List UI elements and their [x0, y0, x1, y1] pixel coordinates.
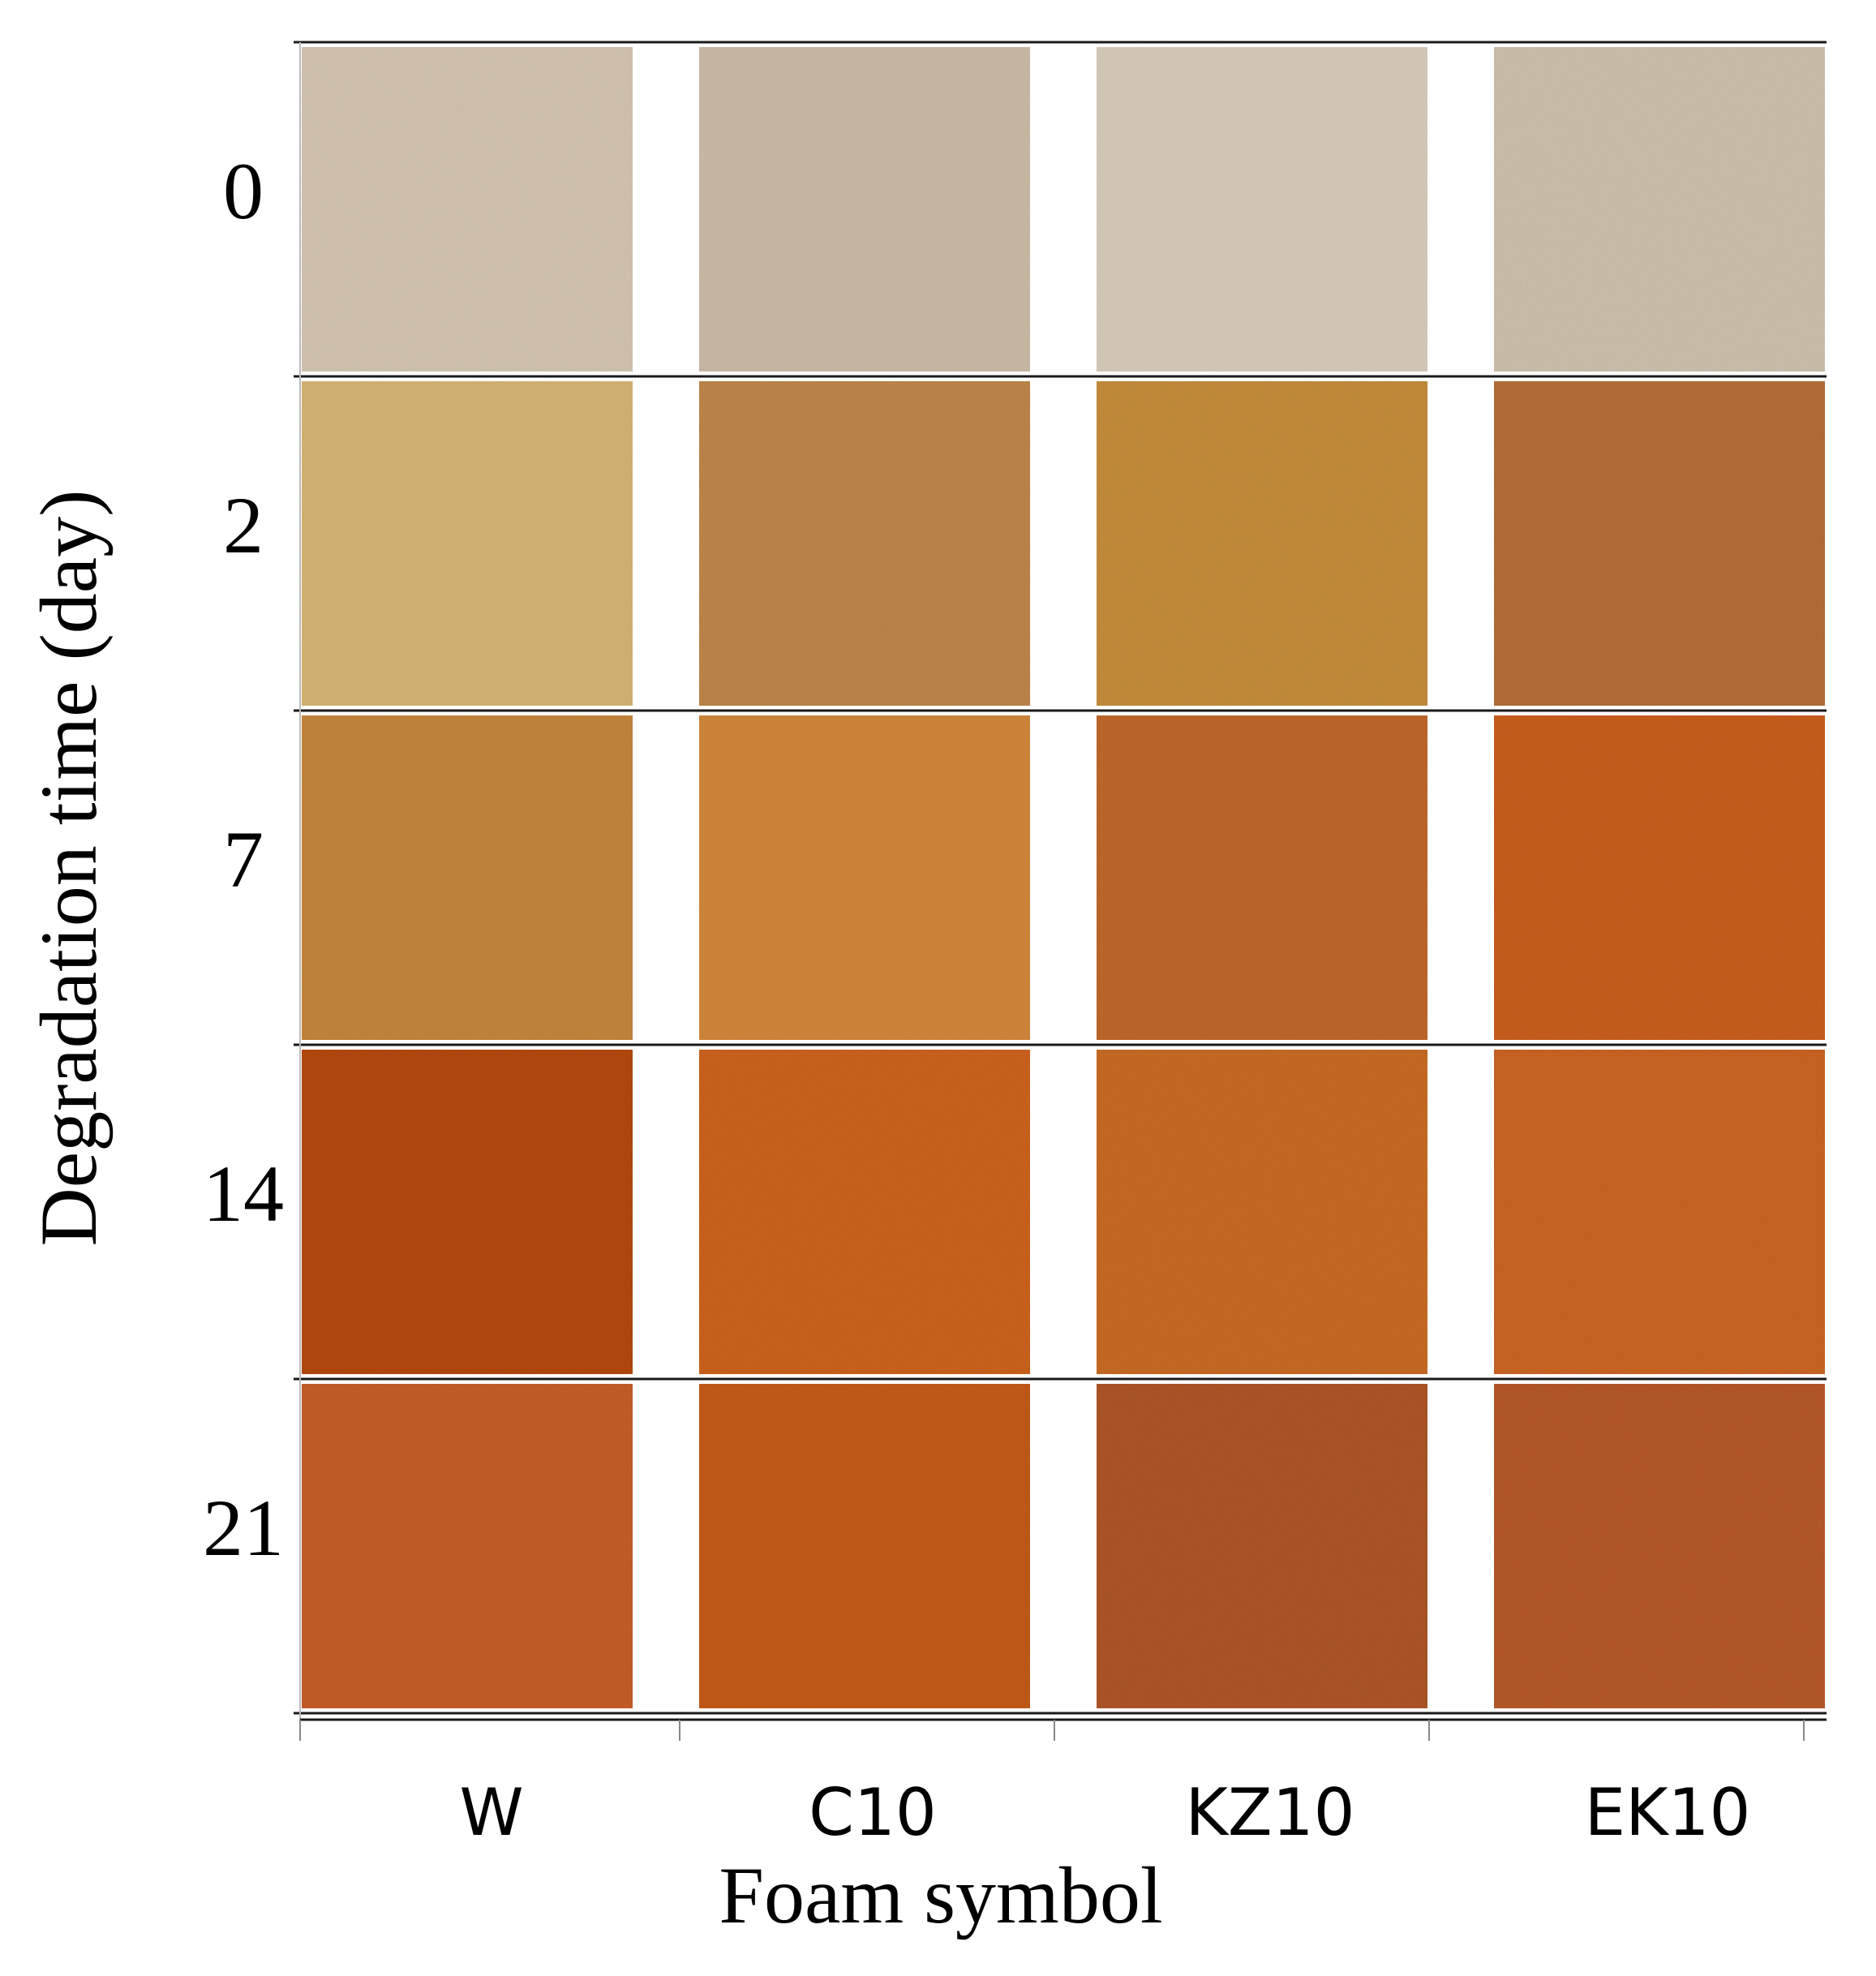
tile-kz10-day-21 — [1097, 1384, 1427, 1708]
y-tick-label: 0 — [223, 146, 264, 236]
y-tick-label: 21 — [203, 1483, 284, 1573]
tile-c10-day-0 — [699, 47, 1030, 372]
y-axis-label: Degradation time (day) — [24, 490, 114, 1247]
row-separators — [294, 41, 1827, 1715]
y-tick-label: 7 — [223, 814, 264, 904]
sample-tiles — [302, 47, 1825, 1708]
x-tick-label: KZ10 — [1185, 1775, 1354, 1850]
tile-ek10-day-14 — [1494, 1050, 1825, 1374]
tile-ek10-day-7 — [1494, 715, 1825, 1040]
tick-labels: 0 2 7 14 21 W C10 KZ10 EK10 — [203, 146, 1750, 1850]
tile-w-day-0 — [302, 47, 633, 372]
y-tick-label: 2 — [223, 480, 264, 570]
axes — [299, 42, 1827, 1741]
tile-kz10-day-14 — [1097, 1050, 1427, 1374]
tile-c10-day-7 — [699, 715, 1030, 1040]
tile-w-day-2 — [302, 381, 633, 706]
tile-c10-day-14 — [699, 1050, 1030, 1374]
tile-w-day-14 — [302, 1050, 633, 1374]
tile-ek10-day-21 — [1494, 1384, 1825, 1708]
tile-ek10-day-2 — [1494, 381, 1825, 706]
x-tick-label: C10 — [809, 1775, 937, 1850]
tile-kz10-day-0 — [1097, 47, 1427, 372]
x-axis-label: Foam symbol — [719, 1850, 1162, 1940]
tile-ek10-day-0 — [1494, 47, 1825, 372]
tile-c10-day-2 — [699, 381, 1030, 706]
tile-kz10-day-7 — [1097, 715, 1427, 1040]
tile-c10-day-21 — [699, 1384, 1030, 1708]
y-tick-label: 14 — [203, 1149, 284, 1239]
tile-kz10-day-2 — [1097, 381, 1427, 706]
tile-w-day-7 — [302, 715, 633, 1040]
tile-w-day-21 — [302, 1384, 633, 1708]
x-tick-label: W — [459, 1775, 523, 1850]
x-tick-label: EK10 — [1585, 1775, 1751, 1850]
